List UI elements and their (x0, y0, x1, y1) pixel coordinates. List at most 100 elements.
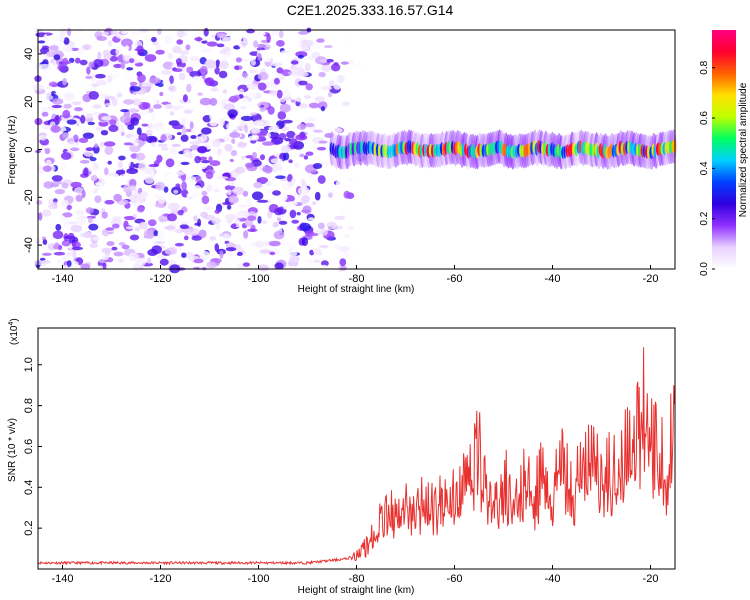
noise-speckle (85, 75, 93, 80)
noise-speckle (242, 262, 250, 267)
noise-speckle (49, 234, 54, 242)
noise-speckle (303, 122, 315, 128)
noise-speckle (247, 203, 253, 207)
noise-speckle (335, 180, 344, 188)
noise-speckle (129, 194, 139, 204)
noise-speckle (208, 156, 213, 162)
noise-speckle (52, 33, 62, 42)
noise-speckle (233, 125, 245, 130)
noise-speckle (328, 192, 333, 198)
snr-y-label: SNR (10 * v/v) (7, 418, 18, 482)
noise-speckle (165, 158, 175, 168)
noise-speckle (320, 106, 326, 112)
noise-speckle (308, 174, 313, 179)
noise-speckle (259, 107, 267, 113)
noise-speckle (153, 108, 162, 115)
noise-speckle (66, 47, 73, 53)
noise-speckle (305, 259, 315, 264)
noise-speckle (89, 242, 99, 249)
noise-speckle (67, 260, 72, 267)
noise-speckle (187, 228, 200, 236)
noise-speckle (182, 211, 195, 216)
noise-speckle (78, 137, 89, 143)
noise-speckle (239, 105, 247, 110)
noise-speckle (241, 155, 246, 160)
noise-speckle (50, 125, 61, 133)
noise-speckle (228, 195, 239, 204)
noise-speckle (66, 221, 79, 225)
noise-speckle (136, 45, 144, 53)
noise-speckle (126, 67, 134, 71)
noise-speckle (109, 55, 118, 62)
noise-speckle (304, 117, 317, 123)
noise-speckle (128, 107, 138, 114)
noise-speckle (245, 162, 255, 168)
noise-speckle (257, 43, 266, 48)
noise-speckle (283, 244, 291, 250)
noise-speckle (41, 107, 51, 113)
noise-speckle (282, 203, 291, 210)
noise-speckle (159, 91, 164, 97)
noise-speckle (229, 132, 241, 138)
noise-speckle (111, 98, 118, 107)
noise-speckle (297, 54, 304, 59)
noise-speckle (247, 91, 257, 99)
noise-speckle (172, 68, 183, 72)
noise-speckle (192, 75, 200, 82)
noise-speckle (321, 126, 334, 130)
noise-speckle (224, 213, 237, 221)
noise-speckle (93, 111, 101, 116)
noise-speckle (181, 252, 187, 258)
noise-speckle (296, 115, 302, 122)
noise-speckle (232, 249, 238, 256)
noise-speckle (47, 204, 59, 210)
y-tick-label: 20 (23, 96, 35, 108)
noise-speckle (300, 196, 309, 205)
colorbar-tick-label: 0.0 (699, 262, 710, 276)
noise-speckle (129, 144, 141, 153)
noise-speckle (46, 50, 56, 57)
colorbar: 0.0 0.2 0.4 0.6 0.8 Normalized spectral ampl… (699, 30, 749, 276)
noise-region (33, 27, 365, 274)
noise-speckle (226, 123, 232, 130)
noise-speckle (226, 204, 232, 210)
noise-speckle (257, 82, 267, 91)
noise-speckle (334, 215, 346, 220)
noise-speckle (170, 111, 175, 116)
noise-speckle (291, 178, 297, 184)
noise-speckle (246, 83, 259, 90)
noise-speckle (63, 37, 70, 45)
x-tick-label: -140 (51, 573, 73, 585)
noise-speckle (155, 49, 165, 55)
noise-speckle (325, 58, 334, 63)
noise-speckle (87, 217, 93, 224)
noise-speckle (127, 124, 135, 130)
noise-speckle (320, 229, 328, 236)
noise-speckle (189, 141, 201, 145)
noise-speckle (90, 174, 98, 182)
noise-speckle (63, 264, 69, 272)
noise-speckle (54, 188, 66, 195)
noise-speckle (120, 131, 125, 137)
noise-speckle (320, 58, 328, 63)
noise-speckle (160, 134, 167, 143)
noise-speckle (48, 198, 54, 206)
noise-speckle (235, 57, 242, 63)
noise-speckle (197, 146, 208, 153)
noise-speckle (233, 45, 241, 50)
noise-speckle (274, 207, 284, 216)
noise-speckle (283, 89, 291, 99)
noise-speckle (129, 58, 135, 64)
noise-speckle (349, 176, 355, 180)
noise-speckle (223, 135, 230, 142)
x-tick-label: -20 (643, 573, 659, 585)
noise-speckle (217, 91, 225, 98)
noise-speckle (311, 52, 321, 59)
snr-y-axis: 0.2 0.4 0.6 0.8 1.0 (23, 357, 42, 536)
noise-speckle (104, 103, 112, 107)
noise-speckle (318, 140, 328, 144)
noise-speckle (177, 209, 185, 216)
noise-speckle (249, 69, 258, 73)
noise-speckle (183, 149, 191, 157)
noise-speckle (252, 120, 264, 126)
